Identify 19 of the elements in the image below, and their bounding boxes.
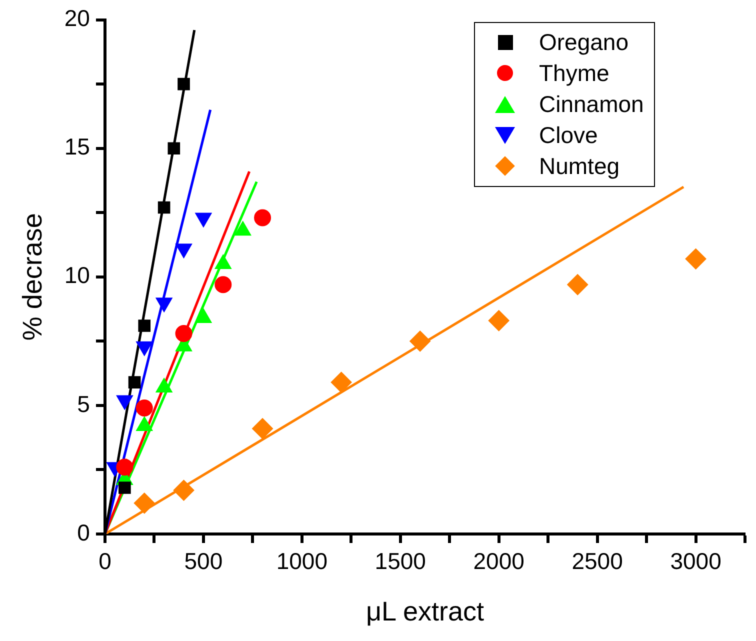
y-tick-label: 20	[64, 5, 90, 32]
x-tick-label: 2500	[572, 548, 623, 574]
y-tick-label: 0	[77, 519, 90, 546]
legend-label: Clove	[539, 120, 598, 150]
x-tick-label: 500	[184, 548, 223, 574]
x-tick-label: 3000	[670, 548, 722, 574]
x-tick-label: 1500	[374, 548, 426, 574]
x-tick-label: 1000	[276, 548, 328, 574]
y-axis-title: % decrase	[18, 213, 48, 341]
y-tick-label: 15	[64, 134, 90, 160]
legend-label: Thyme	[539, 58, 610, 88]
legend-label: Oregano	[539, 28, 629, 57]
x-tick-label: 0	[98, 548, 112, 574]
legend-label: Numteg	[539, 152, 620, 181]
legend-label: Cinnamon	[539, 90, 644, 119]
y-tick-label: 5	[77, 390, 90, 417]
y-tick-label: 10	[64, 262, 90, 288]
x-tick-label: 2000	[473, 548, 524, 574]
x-axis-title: μL extract	[366, 596, 485, 626]
